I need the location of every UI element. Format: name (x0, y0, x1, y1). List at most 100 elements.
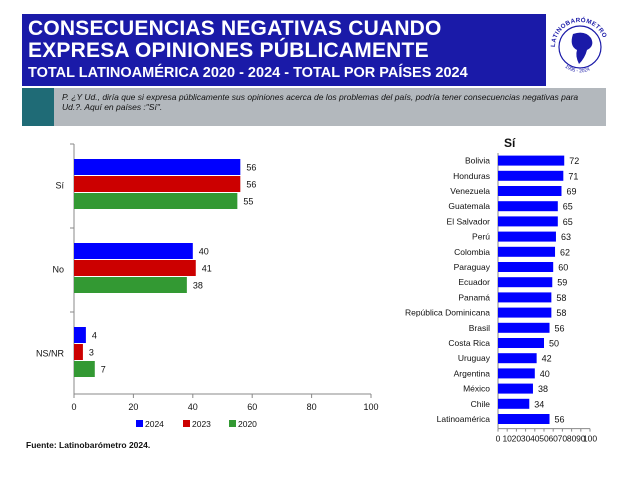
x-tick-label: 40 (530, 434, 540, 444)
bar-value-label: 3 (89, 348, 94, 358)
legend-label: 2024 (145, 419, 164, 429)
bar-value-label: 34 (534, 399, 544, 409)
bar-2023-0 (74, 176, 241, 192)
bar-10 (498, 307, 552, 318)
bar-9 (498, 292, 552, 303)
bar-value-label: 41 (202, 264, 212, 274)
bar-value-label: 38 (193, 281, 203, 291)
title-line-2: EXPRESA OPINIONES PÚBLICAMENTE (28, 39, 429, 62)
country-label-17: Latinoamérica (437, 414, 491, 424)
question-accent-square (22, 88, 54, 126)
bar-2020-2 (74, 361, 95, 377)
bar-3 (498, 201, 558, 212)
country-label-3: Guatemala (448, 201, 490, 211)
logo-years: 1995 - 2024 (564, 64, 591, 75)
bar-value-label: 62 (560, 247, 570, 257)
bar-value-label: 56 (246, 163, 256, 173)
country-label-10: República Dominicana (405, 308, 490, 318)
x-tick-label: 100 (583, 434, 597, 444)
bar-value-label: 58 (556, 308, 566, 318)
country-label-15: México (463, 384, 490, 394)
bar-value-label: 40 (199, 247, 209, 257)
x-tick-label: 70 (558, 434, 568, 444)
x-tick-label: 20 (128, 402, 138, 412)
bar-2020-0 (74, 193, 238, 209)
bar-11 (498, 322, 550, 333)
bar-12 (498, 338, 544, 348)
bar-value-label: 60 (558, 263, 568, 273)
country-label-11: Brasil (469, 323, 490, 333)
country-label-8: Ecuador (458, 277, 490, 287)
bar-value-label: 56 (246, 180, 256, 190)
x-tick-label: 80 (307, 402, 317, 412)
country-label-2: Venezuela (450, 186, 490, 196)
question-text: P. ¿Y Ud., diría que si expresa públicam… (62, 92, 579, 112)
bar-7 (498, 262, 554, 272)
category-label-0: Sí (55, 181, 64, 191)
bar-13 (498, 353, 537, 364)
latinobarometro-logo: LATINOBARÓMETRO 1995 - 2024 (550, 16, 608, 75)
bar-value-label: 50 (549, 339, 559, 349)
x-tick-label: 60 (247, 402, 257, 412)
x-tick-label: 90 (576, 434, 586, 444)
bar-value-label: 65 (563, 202, 573, 212)
x-tick-label: 30 (521, 434, 531, 444)
x-tick-label: 60 (548, 434, 558, 444)
legend-swatch-2020 (229, 420, 236, 427)
chart-countries: Sí Bolivia 72 Honduras 71 Venezuela 69 Guatemal… (405, 136, 597, 444)
bar-2024-1 (74, 243, 193, 259)
bar-2024-2 (74, 327, 86, 343)
country-label-1: Honduras (453, 171, 490, 181)
bar-value-label: 40 (540, 369, 550, 379)
bar-0 (498, 155, 565, 166)
bar-value-label: 65 (563, 217, 573, 227)
question-bar: P. ¿Y Ud., diría que si expresa públicam… (22, 88, 606, 126)
bar-2023-2 (74, 344, 83, 360)
title-line-1: CONSECUENCIAS NEGATIVAS CUANDO (28, 17, 442, 40)
country-label-13: Uruguay (458, 353, 491, 363)
x-tick-label: 0 (496, 434, 501, 444)
x-tick-label: 80 (567, 434, 577, 444)
x-tick-label: 0 (71, 402, 76, 412)
country-label-4: El Salvador (447, 216, 491, 226)
category-label-2: NS/NR (36, 349, 65, 359)
bar-value-label: 42 (542, 354, 552, 364)
bar-value-label: 4 (92, 331, 97, 341)
bar-value-label: 59 (557, 278, 567, 288)
x-tick-label: 100 (363, 402, 378, 412)
bar-8 (498, 277, 553, 288)
country-label-7: Paraguay (454, 262, 491, 272)
bar-15 (498, 383, 533, 394)
chart-total-latinoamerica: Sí 56 56 55 No 40 41 38 NS/NR 4 37 0 20 40 60 80 100 2024… (36, 143, 379, 429)
bar-2020-1 (74, 277, 187, 293)
bar-2 (498, 186, 562, 196)
bar-value-label: 38 (538, 384, 548, 394)
legend-label: 2023 (192, 419, 211, 429)
bar-2023-1 (74, 260, 196, 276)
country-label-5: Perú (472, 232, 490, 242)
bar-value-label: 7 (101, 365, 106, 375)
bar-value-label: 71 (568, 171, 578, 181)
bar-value-label: 58 (556, 293, 566, 303)
subtitle: TOTAL LATINOAMÉRICA 2020 - 2024 - TOTAL … (28, 65, 468, 81)
x-tick-label: 10 (502, 434, 512, 444)
country-label-9: Panamá (458, 292, 490, 302)
bar-value-label: 63 (561, 232, 571, 242)
bar-value-label: 56 (555, 323, 565, 333)
bar-value-label: 72 (569, 156, 579, 166)
x-tick-label: 40 (188, 402, 198, 412)
header-banner: CONSECUENCIAS NEGATIVAS CUANDO EXPRESA O… (22, 14, 546, 86)
bar-14 (498, 368, 535, 379)
x-tick-label: 50 (539, 434, 549, 444)
x-tick-label: 20 (512, 434, 522, 444)
svg-text:1995 - 2024: 1995 - 2024 (564, 64, 591, 75)
country-label-6: Colombia (454, 247, 490, 257)
legend-swatch-2023 (183, 420, 190, 427)
bar-2024-0 (74, 159, 241, 175)
bar-1 (498, 170, 564, 181)
bar-17 (498, 414, 550, 424)
country-label-16: Chile (471, 399, 491, 409)
country-label-12: Costa Rica (448, 338, 490, 348)
bar-value-label: 56 (555, 415, 565, 425)
bar-value-label: 55 (243, 197, 253, 207)
